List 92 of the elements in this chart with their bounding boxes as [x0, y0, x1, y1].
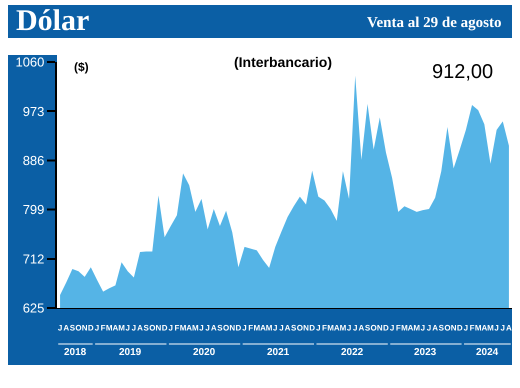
- x-tick-label: J: [125, 324, 130, 333]
- x-tick-label: M: [340, 324, 347, 333]
- x-tick-label: J: [199, 324, 204, 333]
- x-tick-label: J: [279, 324, 284, 333]
- x-tick-label: J: [168, 324, 173, 333]
- x-tick-label: J: [420, 324, 426, 333]
- text: 2018: [64, 347, 87, 358]
- y-tick-label: 973: [22, 104, 44, 119]
- x-tick-label: M: [118, 324, 126, 333]
- x-tick-label: J: [500, 324, 506, 333]
- x-tick-label: S: [438, 324, 445, 333]
- x-tick-label: A: [63, 324, 70, 333]
- x-tick-label: F: [470, 324, 475, 333]
- annotation: 912,00: [432, 61, 494, 83]
- text: 2024: [476, 347, 499, 358]
- y-tick-label: 1060: [15, 54, 44, 70]
- x-tick-label: F: [322, 324, 328, 333]
- text: 2020: [193, 347, 216, 358]
- text: 2023: [414, 347, 437, 358]
- x-tick-label: A: [210, 324, 217, 333]
- x-tick-label: S: [143, 324, 150, 333]
- x-tick-label: A: [432, 324, 438, 333]
- x-tick-label: S: [70, 324, 76, 333]
- x-tick-label: D: [162, 324, 168, 333]
- x-tick-label: M: [253, 324, 260, 333]
- x-tick-label: A: [186, 324, 192, 333]
- x-tick-label: M: [266, 324, 273, 333]
- x-tick-label: A: [506, 324, 512, 333]
- y-axis-title: ($): [74, 60, 89, 74]
- x-tick-label: S: [217, 324, 224, 333]
- x-tick-label: D: [383, 324, 390, 333]
- x-tick-label: A: [481, 324, 488, 333]
- x-tick-label: O: [149, 324, 156, 333]
- x-tick-label: N: [303, 324, 310, 333]
- x-tick-label: J: [273, 324, 278, 333]
- x-tick-label: O: [75, 324, 82, 333]
- x-tick-label: J: [390, 324, 394, 333]
- x-tick-label: O: [296, 324, 303, 333]
- y-tick-label: 625: [22, 300, 44, 316]
- x-tick-label: F: [248, 324, 254, 333]
- text: 2022: [341, 347, 364, 358]
- x-tick-label: F: [100, 324, 106, 333]
- x-tick-label: A: [137, 324, 144, 333]
- x-tick-label: J: [464, 324, 468, 333]
- x-tick-label: M: [401, 324, 408, 333]
- x-tick-label: D: [456, 324, 463, 333]
- x-tick-label: N: [82, 324, 88, 333]
- x-tick-label: N: [376, 324, 383, 333]
- x-tick-label: N: [156, 324, 162, 333]
- x-tick-label: N: [450, 324, 457, 333]
- x-tick-label: A: [112, 324, 119, 333]
- chart-subtitle: Venta al 29 de agosto: [367, 15, 502, 31]
- x-tick-label: N: [229, 324, 236, 333]
- x-tick-label: F: [396, 324, 401, 333]
- x-tick-label: M: [474, 324, 482, 333]
- x-tick-label: O: [222, 324, 230, 333]
- text: 2019: [119, 347, 142, 358]
- x-tick-label: A: [284, 324, 291, 333]
- x-tick-label: A: [334, 324, 340, 333]
- x-tick-label: A: [358, 324, 364, 333]
- y-tick-label: 886: [22, 152, 44, 168]
- y-tick-label: 799: [22, 202, 44, 218]
- x-tick-label: O: [444, 324, 451, 333]
- x-tick-label: J: [352, 324, 358, 333]
- annotation: (Interbancario): [234, 54, 332, 70]
- x-tick-label: J: [426, 324, 432, 333]
- x-tick-label: S: [291, 324, 298, 333]
- x-tick-label: M: [327, 324, 334, 333]
- x-tick-label: J: [242, 324, 247, 333]
- text: 2021: [267, 347, 290, 358]
- x-tick-label: D: [236, 324, 242, 333]
- x-tick-label: J: [494, 324, 499, 333]
- x-tick-label: J: [58, 324, 62, 333]
- x-tick-label: M: [106, 324, 113, 333]
- x-tick-label: M: [192, 324, 200, 333]
- x-tick-label: J: [205, 324, 210, 333]
- x-tick-label: J: [94, 324, 100, 333]
- x-tick-label: O: [370, 324, 377, 333]
- x-tick-label: A: [260, 324, 266, 333]
- x-tick-label: M: [487, 324, 494, 333]
- x-tick-label: M: [180, 324, 187, 333]
- x-tick-label: D: [88, 324, 94, 333]
- chart-title: Dólar: [16, 4, 90, 37]
- x-tick-label: F: [174, 324, 180, 333]
- y-tick-label: 712: [22, 251, 44, 266]
- x-tick-label: J: [132, 324, 136, 333]
- x-tick-label: S: [364, 324, 371, 333]
- x-tick-label: J: [316, 324, 321, 333]
- x-tick-label: A: [408, 324, 414, 333]
- x-tick-label: M: [413, 324, 420, 333]
- x-tick-label: J: [346, 324, 352, 333]
- x-tick-label: D: [309, 324, 316, 333]
